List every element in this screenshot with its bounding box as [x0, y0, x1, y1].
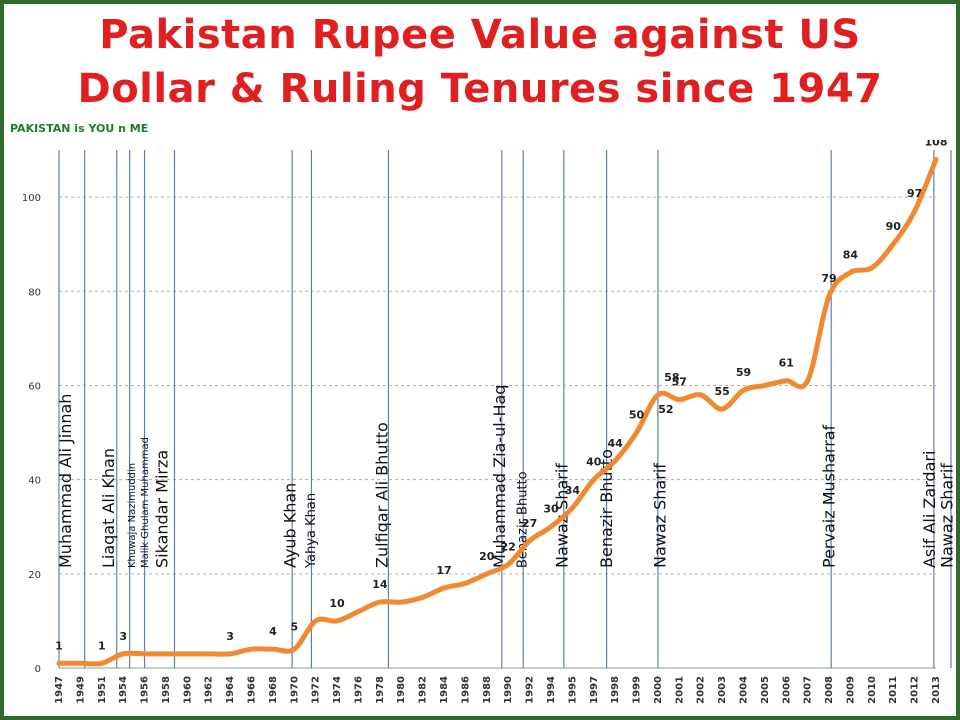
x-tick-label: 2000 [653, 676, 664, 704]
x-tick-label: 1972 [311, 676, 322, 704]
x-tick-label: 1997 [589, 676, 600, 704]
line-chart: 0 20 40 60 80 100 1947 1949 1951 1954 1956 1958 196… [22, 140, 956, 704]
data-label: 52 [658, 403, 673, 416]
tenure-label: Liaqat Ali Khan [99, 448, 118, 568]
tenure-label: Nawaz Sharif [937, 463, 956, 568]
tenure-label: Pervaiz Musharraf [820, 424, 839, 568]
data-label: 59 [736, 366, 751, 379]
data-label: 97 [907, 187, 922, 200]
x-tick-label: 1949 [75, 676, 86, 704]
y-tick-label: 0 [35, 664, 41, 675]
x-tick-label: 1982 [418, 676, 429, 704]
x-tick-label: 2004 [738, 676, 749, 704]
data-label: 40 [586, 456, 602, 469]
tagline: PAKISTAN is YOU n ME [10, 122, 149, 135]
x-tick-label: 1995 [567, 676, 578, 704]
x-tick-label: 1986 [460, 676, 471, 704]
data-label: 20 [479, 550, 495, 563]
x-tick-label: 1970 [289, 676, 300, 704]
y-tick-label: 40 [28, 476, 41, 487]
x-tick-label: 1980 [396, 676, 407, 704]
x-tick-label: 1956 [140, 676, 151, 704]
x-tick-label: 2003 [717, 676, 728, 704]
x-tick-label: 1960 [182, 676, 193, 704]
x-tick-label: 2010 [867, 676, 878, 704]
x-tick-label: 2001 [674, 676, 685, 704]
x-tick-label: 2013 [931, 676, 942, 704]
x-tick-label: 1994 [546, 676, 557, 704]
x-tick-label: 2006 [781, 676, 792, 704]
data-label: 17 [436, 564, 451, 577]
x-tick-label: 2007 [803, 676, 814, 704]
x-tick-label: 1962 [204, 676, 215, 704]
tenure-label: Benazir Bhutto [597, 449, 616, 568]
data-label: 4 [269, 625, 277, 638]
x-tick-label: 1958 [161, 676, 172, 704]
data-label: 34 [565, 484, 581, 497]
x-tick-label: 2012 [910, 676, 921, 704]
data-label: 1 [98, 639, 106, 652]
tenure-label: Muhammad Zia-ul-Haq [490, 385, 509, 568]
data-label: 14 [372, 578, 388, 591]
series-line [56, 156, 939, 667]
x-tick-label: 2011 [888, 676, 899, 704]
tenure-label: Yahya Khan [304, 493, 319, 569]
x-tick-label: 1984 [439, 676, 450, 704]
tenure-label: Sikandar Mirza [152, 450, 171, 568]
data-label: 1 [55, 639, 63, 652]
data-label: 27 [522, 517, 537, 530]
data-label: 3 [226, 630, 234, 643]
data-label: 84 [843, 248, 859, 261]
x-tick-label: 1974 [332, 676, 343, 704]
tenure-label: Malik Ghulam Muhammad [140, 437, 151, 568]
data-label: 61 [779, 357, 794, 370]
chart-title: Pakistan Rupee Value against US Dollar &… [4, 4, 956, 126]
x-tick-label: 1992 [525, 676, 536, 704]
y-tick-label: 80 [28, 287, 41, 298]
data-label: 58 [664, 371, 679, 384]
x-tick-label: 1999 [632, 676, 643, 704]
data-label: 90 [886, 220, 902, 233]
x-tick-label: 1947 [54, 676, 65, 704]
x-tick-label: 1951 [97, 676, 108, 704]
data-label: 55 [714, 385, 729, 398]
tenure-label: Asif Ali Zardari [920, 451, 939, 568]
x-tick-label: 2008 [824, 676, 835, 704]
tenure-label: Ayub Khan [281, 483, 300, 568]
data-label: 108 [925, 140, 948, 148]
y-tick-label: 100 [22, 193, 41, 204]
tenure-label: Khuwaja Nazimuddin [127, 463, 138, 568]
data-label: 3 [119, 630, 127, 643]
x-tick-label: 1966 [247, 676, 258, 704]
y-tick-label: 60 [28, 381, 41, 392]
x-tick-label: 1968 [268, 676, 279, 704]
x-tick-label: 1998 [610, 676, 621, 704]
tenure-label: Muhammad Ali Jinnah [56, 394, 75, 568]
data-label: 50 [629, 409, 645, 422]
x-tick-label: 1978 [375, 676, 386, 704]
x-tick-label: 1990 [503, 676, 514, 704]
data-label: 5 [290, 620, 298, 633]
y-tick-label: 20 [28, 570, 41, 581]
x-tick-label: 2005 [760, 676, 771, 704]
frame: Pakistan Rupee Value against US Dollar &… [4, 4, 956, 716]
x-tick-label: 1964 [225, 676, 236, 704]
data-label: 79 [821, 272, 836, 285]
data-label: 57 [672, 376, 687, 389]
tenure-label: Zulfiqar Ali Bhutto [373, 422, 392, 568]
x-tick-label: 1988 [482, 676, 493, 704]
title-line-1: Pakistan Rupee Value against US [99, 12, 861, 58]
tenure-label: Nawaz Sharif [651, 463, 670, 568]
x-tick-label: 1976 [353, 676, 364, 704]
x-tick-label: 2009 [845, 676, 856, 704]
data-label: 30 [543, 503, 559, 516]
title-line-2: Dollar & Ruling Tenures since 1947 [77, 66, 883, 112]
x-tick-label: 2002 [696, 676, 707, 704]
data-label: 44 [607, 437, 623, 450]
data-label: 22 [501, 540, 516, 553]
x-tick-label: 1954 [118, 676, 129, 704]
data-label: 10 [329, 597, 345, 610]
